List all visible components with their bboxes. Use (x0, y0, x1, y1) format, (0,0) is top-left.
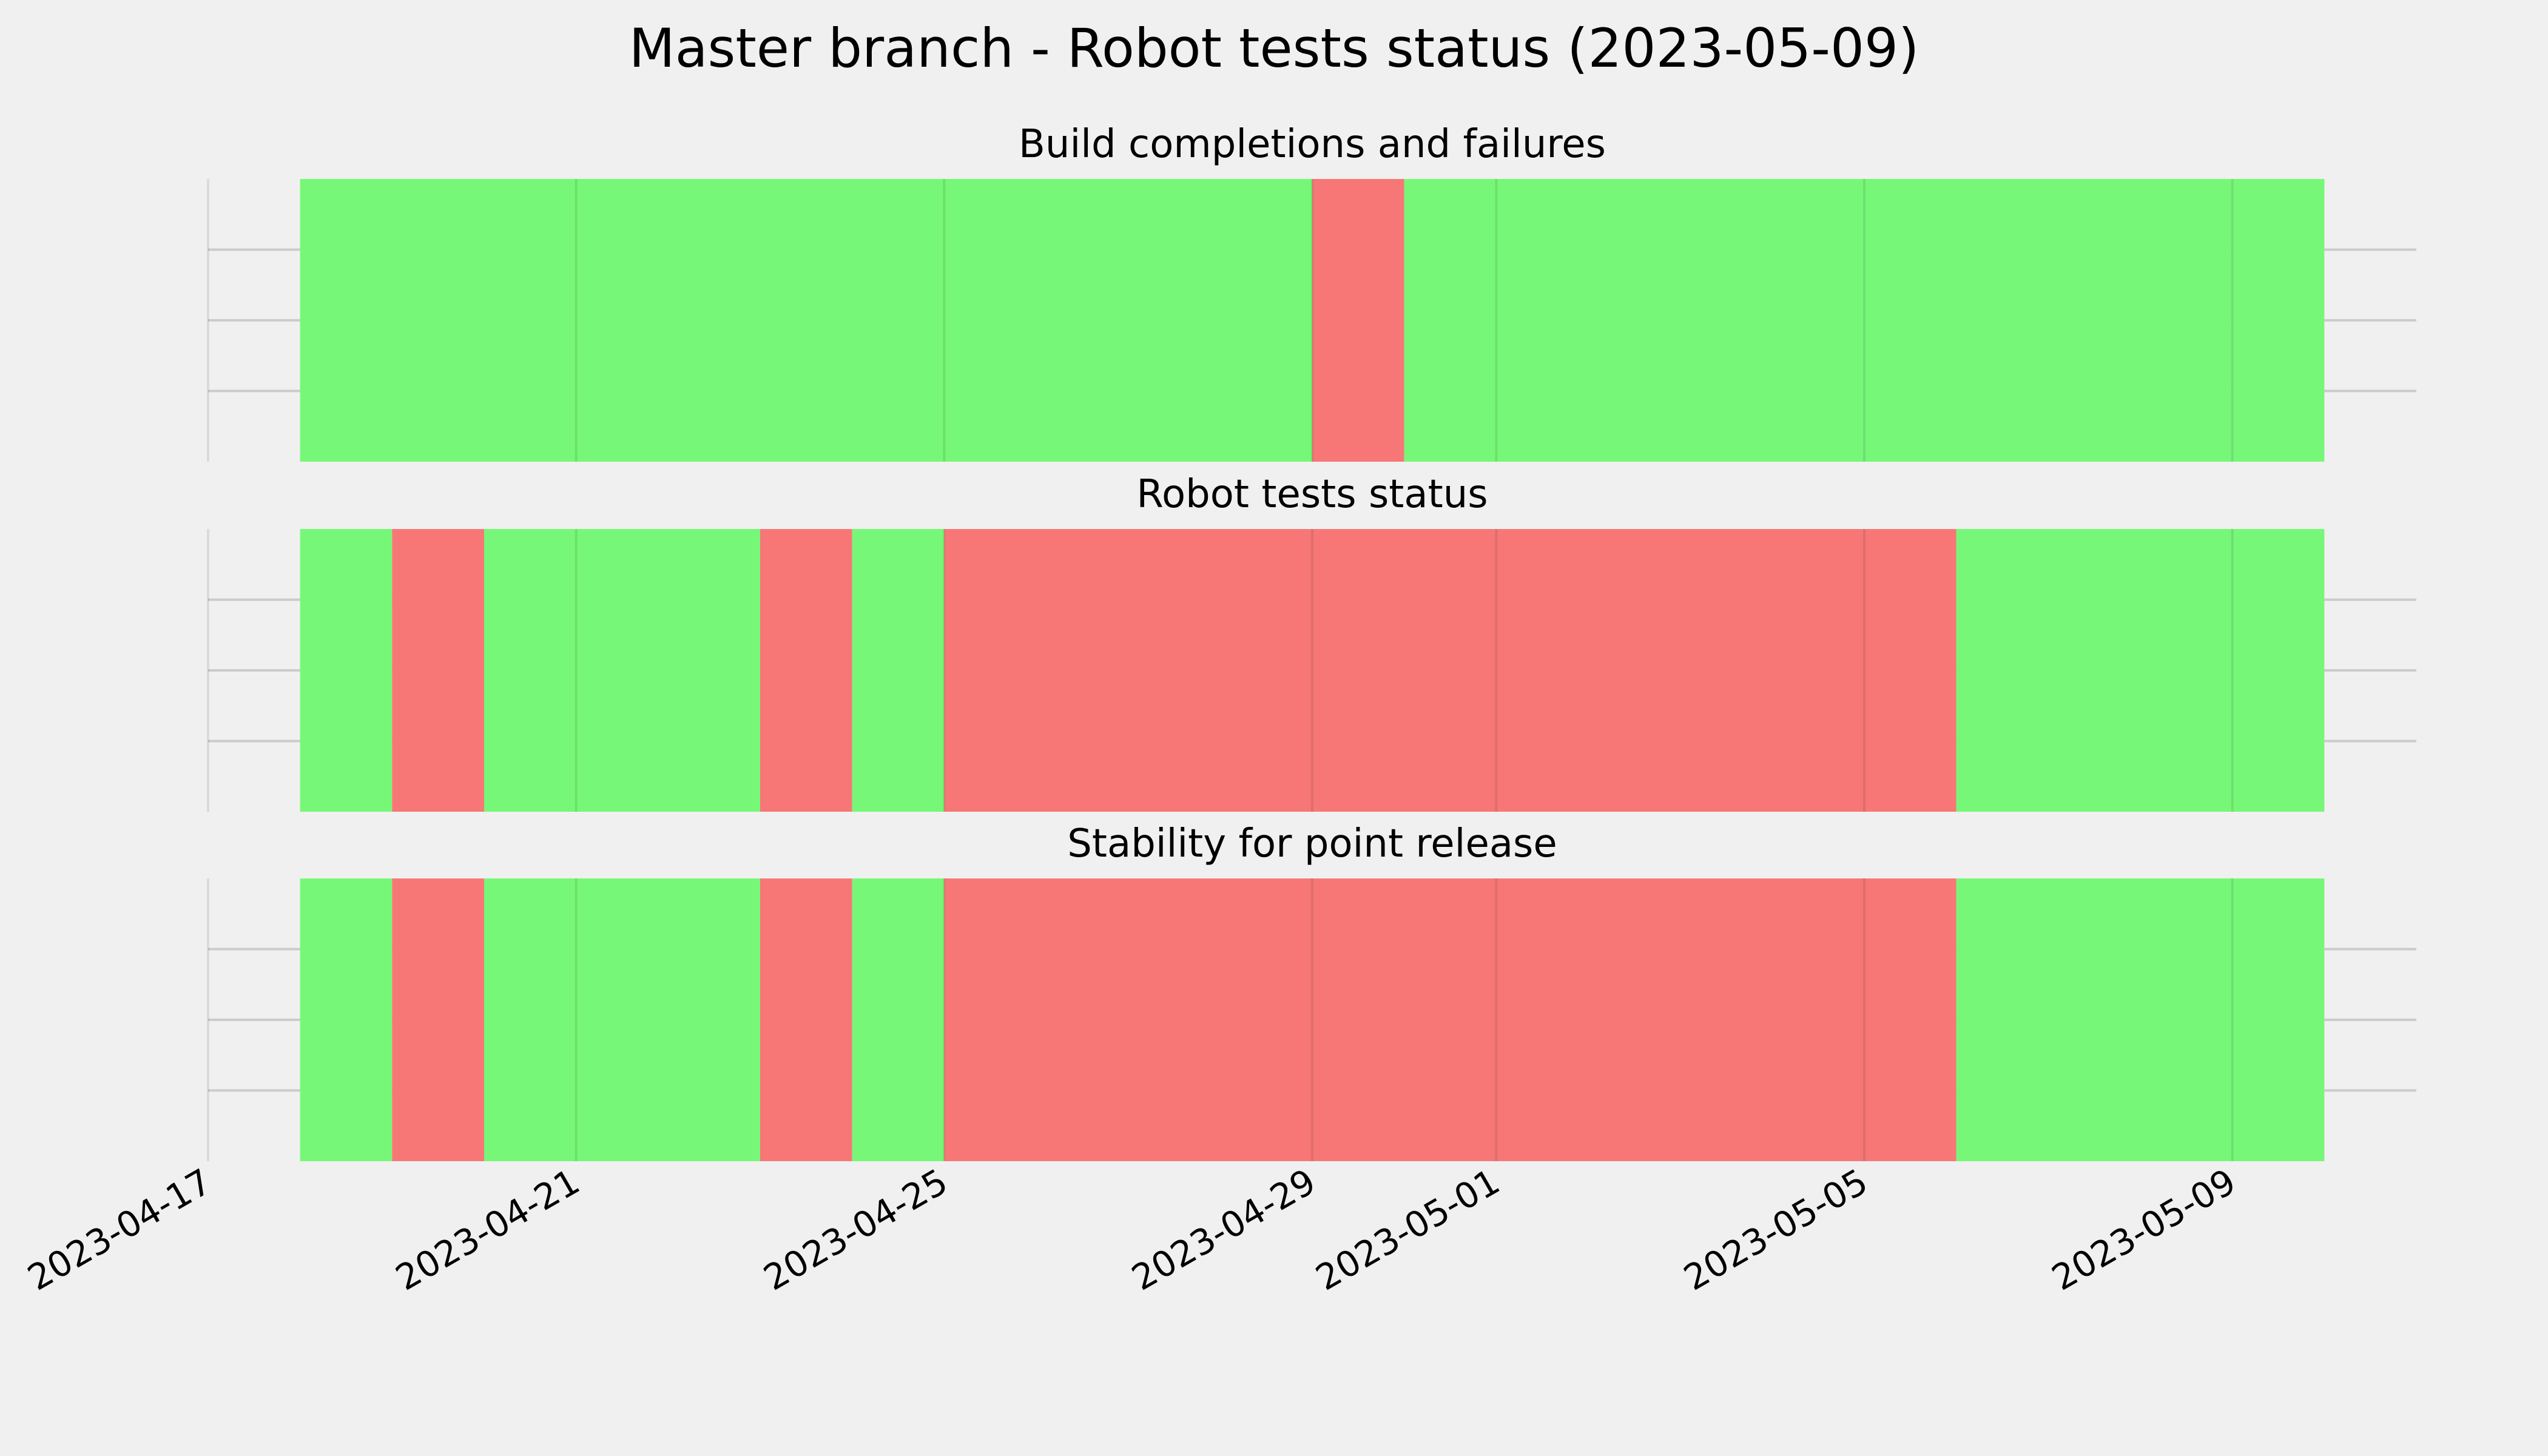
x-tick-label: 2023-04-25 (757, 1161, 954, 1298)
x-tick-label: 2023-04-17 (21, 1161, 218, 1298)
segment-pass (1404, 179, 2233, 462)
segment-pass (300, 878, 393, 1161)
x-axis: 2023-04-17 2023-04-21 2023-04-25 2023-04-29… (21, 1161, 2243, 1298)
segment-fail (392, 878, 484, 1161)
segment-pass (1956, 529, 2325, 812)
x-tick-label: 2023-05-05 (1677, 1161, 1875, 1298)
segment-fail (760, 529, 852, 812)
x-tick-label: 2023-04-29 (1125, 1161, 1323, 1298)
chart-panels: Build completions and failures Robot test… (207, 122, 2416, 1161)
segment-pass (300, 179, 1313, 462)
x-tick-label: 2023-04-21 (389, 1161, 587, 1298)
panel-3: Stability for point release (207, 821, 2416, 1161)
panel-title: Build completions and failures (1019, 122, 1606, 167)
segment-pass (484, 529, 760, 812)
panel-title: Stability for point release (1067, 821, 1557, 866)
segment-pass (852, 529, 945, 812)
panel-1: Build completions and failures (207, 122, 2416, 462)
segment-pass (852, 878, 945, 1161)
segment-fail (944, 529, 1956, 812)
segment-pass (300, 529, 393, 812)
figure-title: Master branch - Robot tests status (2023… (629, 17, 1919, 79)
segment-fail (944, 878, 1956, 1161)
segment-fail (392, 529, 484, 812)
segment-pass (1956, 878, 2325, 1161)
segment-fail (1312, 179, 1404, 462)
segment-pass (2232, 179, 2325, 462)
panel-2: Robot tests status (207, 472, 2416, 812)
segment-pass (484, 878, 760, 1161)
panel-title: Robot tests status (1136, 472, 1488, 517)
segment-fail (760, 878, 852, 1161)
x-tick-label: 2023-05-09 (2045, 1161, 2243, 1298)
x-tick-label: 2023-05-01 (1309, 1161, 1506, 1298)
